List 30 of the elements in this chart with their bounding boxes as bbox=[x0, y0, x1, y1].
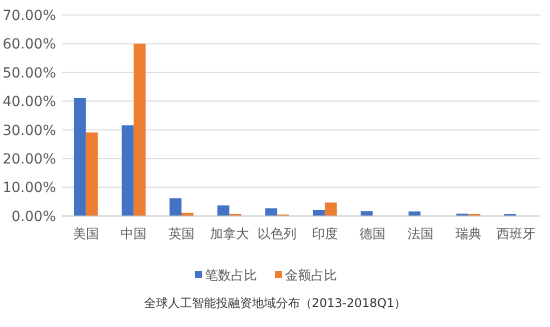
x-tick-label: 加拿大 bbox=[210, 227, 249, 242]
y-tick-label: 10.00% bbox=[2, 180, 56, 196]
bar bbox=[122, 125, 134, 216]
bar bbox=[217, 205, 230, 216]
bar bbox=[312, 210, 325, 216]
x-tick-label: 德国 bbox=[360, 227, 386, 242]
x-tick-label: 中国 bbox=[120, 227, 147, 242]
y-tick-label: 60.00% bbox=[2, 36, 56, 53]
x-tick-label: 法国 bbox=[408, 227, 434, 242]
bar bbox=[324, 202, 337, 216]
y-tick-label: 50.00% bbox=[2, 65, 56, 82]
y-tick-label: 0.00% bbox=[12, 208, 56, 225]
x-tick-label: 以色列 bbox=[258, 227, 297, 242]
bar bbox=[74, 98, 86, 216]
legend-label: 金额占比 bbox=[285, 268, 337, 284]
x-tick-label: 瑞典 bbox=[455, 227, 482, 242]
text: 全球人工智能投融资地域分布（2013-2018Q1） bbox=[144, 296, 406, 310]
y-tick-label: 70.00% bbox=[2, 8, 56, 24]
x-tick-label: 印度 bbox=[312, 226, 338, 242]
bar bbox=[134, 44, 146, 216]
legend-label: 笔数占比 bbox=[205, 268, 257, 284]
bar bbox=[170, 198, 182, 216]
bar bbox=[86, 132, 98, 216]
x-tick-label: 英国 bbox=[168, 227, 194, 242]
y-tick-label: 40.00% bbox=[2, 94, 56, 110]
x-tick-label: 美国 bbox=[72, 226, 99, 242]
x-tick-label: 西班牙 bbox=[496, 227, 536, 242]
bar bbox=[265, 208, 278, 216]
y-tick-label: 20.00% bbox=[2, 151, 56, 168]
y-tick-label: 30.00% bbox=[2, 122, 56, 139]
